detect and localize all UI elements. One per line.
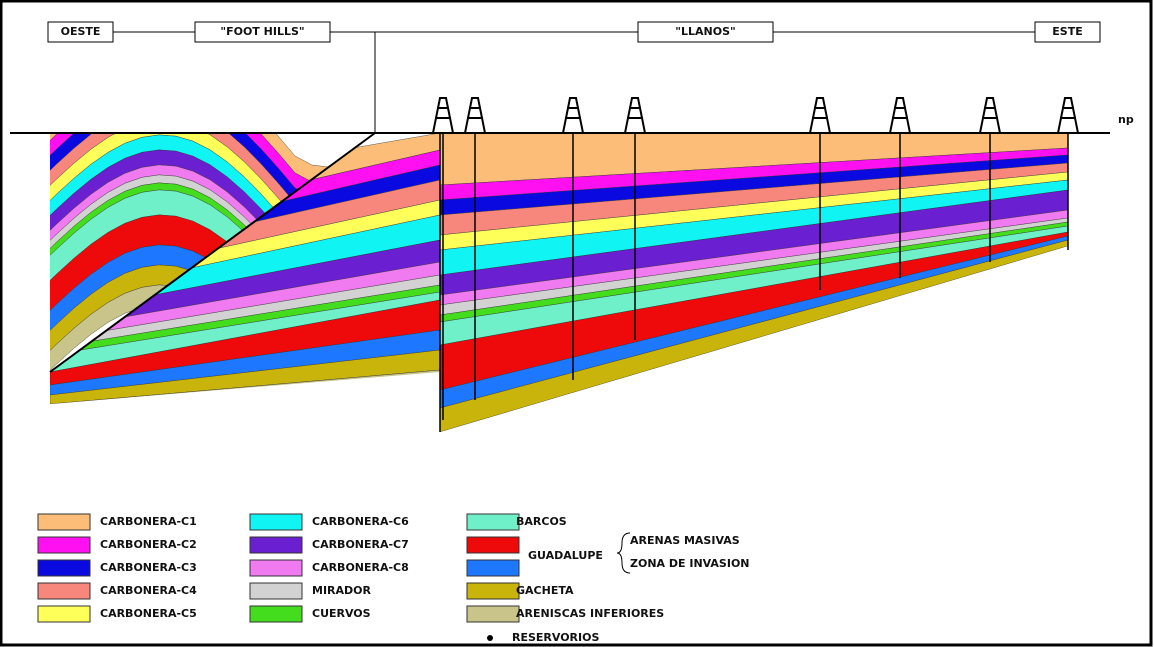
legend-sublabel: ARENAS MASIVAS (630, 534, 740, 547)
legend-label: GUADALUPE (528, 549, 603, 562)
legend-label: CUERVOS (312, 607, 371, 620)
legend-label: CARBONERA-C5 (100, 607, 197, 620)
section-label: "LLANOS" (675, 25, 735, 38)
legend-label: ARENISCAS INFERIORES (516, 607, 664, 620)
legend-label: CARBONERA-C3 (100, 561, 197, 574)
legend-label: BARCOS (516, 515, 567, 528)
legend-swatch (466, 582, 520, 600)
reservoir-label: RESERVORIOS (512, 631, 599, 644)
section-box (47, 21, 114, 43)
legend-swatch (249, 536, 303, 554)
legend-label: MIRADOR (312, 584, 372, 597)
legend-swatch (37, 605, 91, 623)
section-box (194, 21, 331, 43)
section-box (1034, 21, 1101, 43)
legend-label: GACHETA (516, 584, 574, 597)
legend-swatch (249, 513, 303, 531)
legend-label: CARBONERA-C6 (312, 515, 409, 528)
surface-label: np (1118, 113, 1134, 126)
section-label: OESTE (61, 25, 101, 38)
legend-label: CARBONERA-C2 (100, 538, 197, 551)
legend-swatch (249, 582, 303, 600)
legend-swatch (37, 513, 91, 531)
legend-brace (616, 532, 631, 574)
legend-swatch (249, 605, 303, 623)
legend-swatch (466, 536, 520, 554)
legend-swatch (37, 582, 91, 600)
legend-label: CARBONERA-C1 (100, 515, 197, 528)
legend-swatch (37, 536, 91, 554)
section-label: ESTE (1052, 25, 1082, 38)
legend-swatch (249, 559, 303, 577)
legend-sublabel: ZONA DE INVASION (630, 557, 750, 570)
section-label: "FOOT HILLS" (220, 25, 304, 38)
legend-label: CARBONERA-C7 (312, 538, 409, 551)
legend-swatch (466, 513, 520, 531)
stratum (50, 133, 375, 191)
section-labels: OESTE "FOOT HILLS" "LLANOS" ESTE (47, 21, 1101, 43)
legend-swatch (466, 559, 520, 577)
reservoir-dot (487, 635, 493, 641)
section-box (637, 21, 774, 43)
legend-label: CARBONERA-C4 (100, 584, 197, 597)
legend: CARBONERA-C1 CARBONERA-C2 CARBONERA-C3 CARB… (37, 513, 750, 644)
legend-swatch (37, 559, 91, 577)
legend-label: CARBONERA-C8 (312, 561, 409, 574)
legend-swatch (466, 605, 520, 623)
thrust-fault (49, 132, 376, 373)
